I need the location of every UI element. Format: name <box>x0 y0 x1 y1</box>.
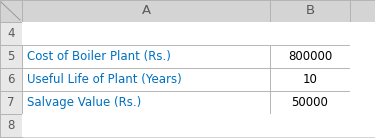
Text: 6: 6 <box>7 73 15 86</box>
Text: 5: 5 <box>8 50 15 63</box>
Bar <box>0 114 22 137</box>
Bar <box>350 22 375 45</box>
Text: Salvage Value (Rs.): Salvage Value (Rs.) <box>27 96 141 109</box>
Text: Cost of Boiler Plant (Rs.): Cost of Boiler Plant (Rs.) <box>27 50 171 63</box>
Bar <box>270 0 350 22</box>
Bar <box>22 91 270 114</box>
Bar <box>0 22 22 45</box>
Bar <box>0 45 22 68</box>
Text: 8: 8 <box>8 119 15 132</box>
Bar <box>350 0 375 22</box>
Bar <box>270 114 350 137</box>
Bar <box>22 0 270 22</box>
Bar <box>0 68 22 91</box>
Bar <box>0 91 22 114</box>
Bar <box>22 68 270 91</box>
Bar <box>350 68 375 91</box>
Bar <box>270 45 350 68</box>
Bar <box>270 68 350 91</box>
Text: 800000: 800000 <box>288 50 332 63</box>
Bar <box>270 22 350 45</box>
Bar <box>350 114 375 137</box>
Bar <box>22 45 270 68</box>
Text: B: B <box>305 5 315 18</box>
Bar <box>350 91 375 114</box>
Bar <box>270 91 350 114</box>
Bar <box>22 114 270 137</box>
Text: Useful Life of Plant (Years): Useful Life of Plant (Years) <box>27 73 182 86</box>
Text: 7: 7 <box>7 96 15 109</box>
Bar <box>350 45 375 68</box>
Text: 50000: 50000 <box>292 96 328 109</box>
Text: 10: 10 <box>303 73 317 86</box>
Text: 4: 4 <box>7 27 15 40</box>
Bar <box>22 22 270 45</box>
Bar <box>0 0 22 22</box>
Text: A: A <box>141 5 150 18</box>
